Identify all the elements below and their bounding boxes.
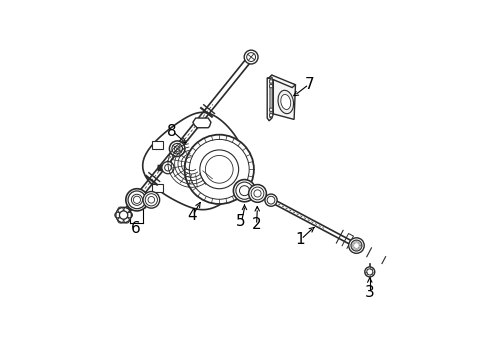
Circle shape xyxy=(148,197,155,203)
Polygon shape xyxy=(273,78,295,120)
Circle shape xyxy=(162,162,174,174)
Circle shape xyxy=(185,135,254,204)
Polygon shape xyxy=(270,77,272,118)
Circle shape xyxy=(118,217,123,223)
Circle shape xyxy=(365,267,375,277)
Circle shape xyxy=(349,238,364,253)
Circle shape xyxy=(115,212,120,218)
Circle shape xyxy=(118,207,123,212)
Text: 2: 2 xyxy=(252,217,262,232)
Circle shape xyxy=(200,150,239,189)
Circle shape xyxy=(254,190,261,197)
Circle shape xyxy=(248,185,267,202)
Text: 7: 7 xyxy=(305,77,315,92)
Circle shape xyxy=(270,80,273,83)
Circle shape xyxy=(367,269,373,275)
Circle shape xyxy=(246,53,256,62)
Circle shape xyxy=(270,108,273,111)
Text: 4: 4 xyxy=(188,208,197,222)
Polygon shape xyxy=(152,141,163,149)
Polygon shape xyxy=(267,75,273,121)
Polygon shape xyxy=(152,184,163,192)
Circle shape xyxy=(172,143,182,154)
Circle shape xyxy=(170,141,185,157)
Ellipse shape xyxy=(278,90,294,114)
Circle shape xyxy=(120,211,128,219)
Circle shape xyxy=(165,164,172,171)
Circle shape xyxy=(270,85,273,88)
Circle shape xyxy=(143,192,160,208)
Polygon shape xyxy=(269,75,295,87)
Text: 1: 1 xyxy=(295,232,305,247)
Circle shape xyxy=(240,186,249,195)
Circle shape xyxy=(351,240,362,251)
Circle shape xyxy=(265,194,277,206)
Circle shape xyxy=(270,114,273,117)
Circle shape xyxy=(127,212,132,218)
Circle shape xyxy=(174,146,180,152)
Text: 6: 6 xyxy=(131,221,141,237)
Circle shape xyxy=(124,217,129,223)
Circle shape xyxy=(126,189,148,211)
Text: 5: 5 xyxy=(236,214,245,229)
Text: 3: 3 xyxy=(365,285,375,300)
Circle shape xyxy=(131,194,143,205)
Polygon shape xyxy=(193,118,211,128)
Ellipse shape xyxy=(281,94,291,109)
Polygon shape xyxy=(143,112,245,210)
Circle shape xyxy=(267,196,275,204)
Circle shape xyxy=(233,180,256,202)
Circle shape xyxy=(124,207,129,212)
Text: 8: 8 xyxy=(167,124,177,139)
Circle shape xyxy=(244,50,258,64)
